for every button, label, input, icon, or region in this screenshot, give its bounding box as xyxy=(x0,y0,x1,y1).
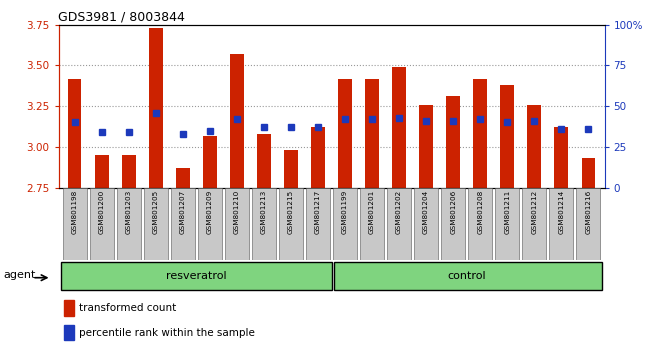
Text: percentile rank within the sample: percentile rank within the sample xyxy=(79,328,255,338)
Text: GSM801201: GSM801201 xyxy=(369,190,375,234)
Text: GSM801210: GSM801210 xyxy=(234,190,240,234)
Text: GSM801200: GSM801200 xyxy=(99,190,105,234)
Bar xyxy=(582,158,595,188)
Text: agent: agent xyxy=(3,269,35,280)
FancyBboxPatch shape xyxy=(387,188,411,260)
Bar xyxy=(419,104,433,188)
FancyBboxPatch shape xyxy=(495,188,519,260)
FancyBboxPatch shape xyxy=(468,188,492,260)
Bar xyxy=(95,155,109,188)
Bar xyxy=(149,28,162,188)
FancyBboxPatch shape xyxy=(225,188,249,260)
Text: GSM801215: GSM801215 xyxy=(288,190,294,234)
Bar xyxy=(257,134,270,188)
FancyBboxPatch shape xyxy=(306,188,330,260)
FancyBboxPatch shape xyxy=(414,188,438,260)
Text: GSM801202: GSM801202 xyxy=(396,190,402,234)
FancyBboxPatch shape xyxy=(360,188,384,260)
Text: GSM801207: GSM801207 xyxy=(180,190,186,234)
FancyBboxPatch shape xyxy=(62,188,87,260)
Bar xyxy=(554,127,568,188)
Bar xyxy=(311,127,325,188)
FancyBboxPatch shape xyxy=(334,262,602,290)
Text: GSM801205: GSM801205 xyxy=(153,190,159,234)
Bar xyxy=(203,136,216,188)
Bar xyxy=(473,79,487,188)
Bar xyxy=(64,300,74,316)
Text: GSM801209: GSM801209 xyxy=(207,190,213,234)
Bar xyxy=(338,79,352,188)
Bar xyxy=(68,79,81,188)
Text: GSM801212: GSM801212 xyxy=(531,190,537,234)
FancyBboxPatch shape xyxy=(441,188,465,260)
FancyBboxPatch shape xyxy=(252,188,276,260)
Text: GSM801211: GSM801211 xyxy=(504,190,510,234)
FancyBboxPatch shape xyxy=(116,188,141,260)
Bar xyxy=(122,155,136,188)
FancyBboxPatch shape xyxy=(549,188,573,260)
FancyBboxPatch shape xyxy=(61,262,332,290)
Text: GSM801214: GSM801214 xyxy=(558,190,564,234)
Text: GSM801204: GSM801204 xyxy=(423,190,429,234)
FancyBboxPatch shape xyxy=(333,188,358,260)
Bar xyxy=(527,104,541,188)
Text: GDS3981 / 8003844: GDS3981 / 8003844 xyxy=(58,11,185,24)
Bar xyxy=(230,54,244,188)
Bar xyxy=(500,85,514,188)
Text: GSM801199: GSM801199 xyxy=(342,190,348,234)
Bar xyxy=(447,96,460,188)
Bar xyxy=(393,67,406,188)
Text: transformed count: transformed count xyxy=(79,303,177,313)
Text: GSM801213: GSM801213 xyxy=(261,190,267,234)
Bar xyxy=(64,325,74,341)
FancyBboxPatch shape xyxy=(90,188,114,260)
Text: GSM801198: GSM801198 xyxy=(72,190,78,234)
Text: GSM801203: GSM801203 xyxy=(126,190,132,234)
Text: GSM801206: GSM801206 xyxy=(450,190,456,234)
Bar xyxy=(365,79,379,188)
FancyBboxPatch shape xyxy=(171,188,195,260)
Bar xyxy=(284,150,298,188)
FancyBboxPatch shape xyxy=(144,188,168,260)
Text: GSM801217: GSM801217 xyxy=(315,190,321,234)
FancyBboxPatch shape xyxy=(198,188,222,260)
Text: control: control xyxy=(447,271,486,281)
Text: GSM801216: GSM801216 xyxy=(585,190,592,234)
FancyBboxPatch shape xyxy=(279,188,303,260)
FancyBboxPatch shape xyxy=(576,188,601,260)
Text: GSM801208: GSM801208 xyxy=(477,190,483,234)
Text: resveratrol: resveratrol xyxy=(166,271,227,281)
FancyBboxPatch shape xyxy=(522,188,547,260)
Bar xyxy=(176,168,190,188)
